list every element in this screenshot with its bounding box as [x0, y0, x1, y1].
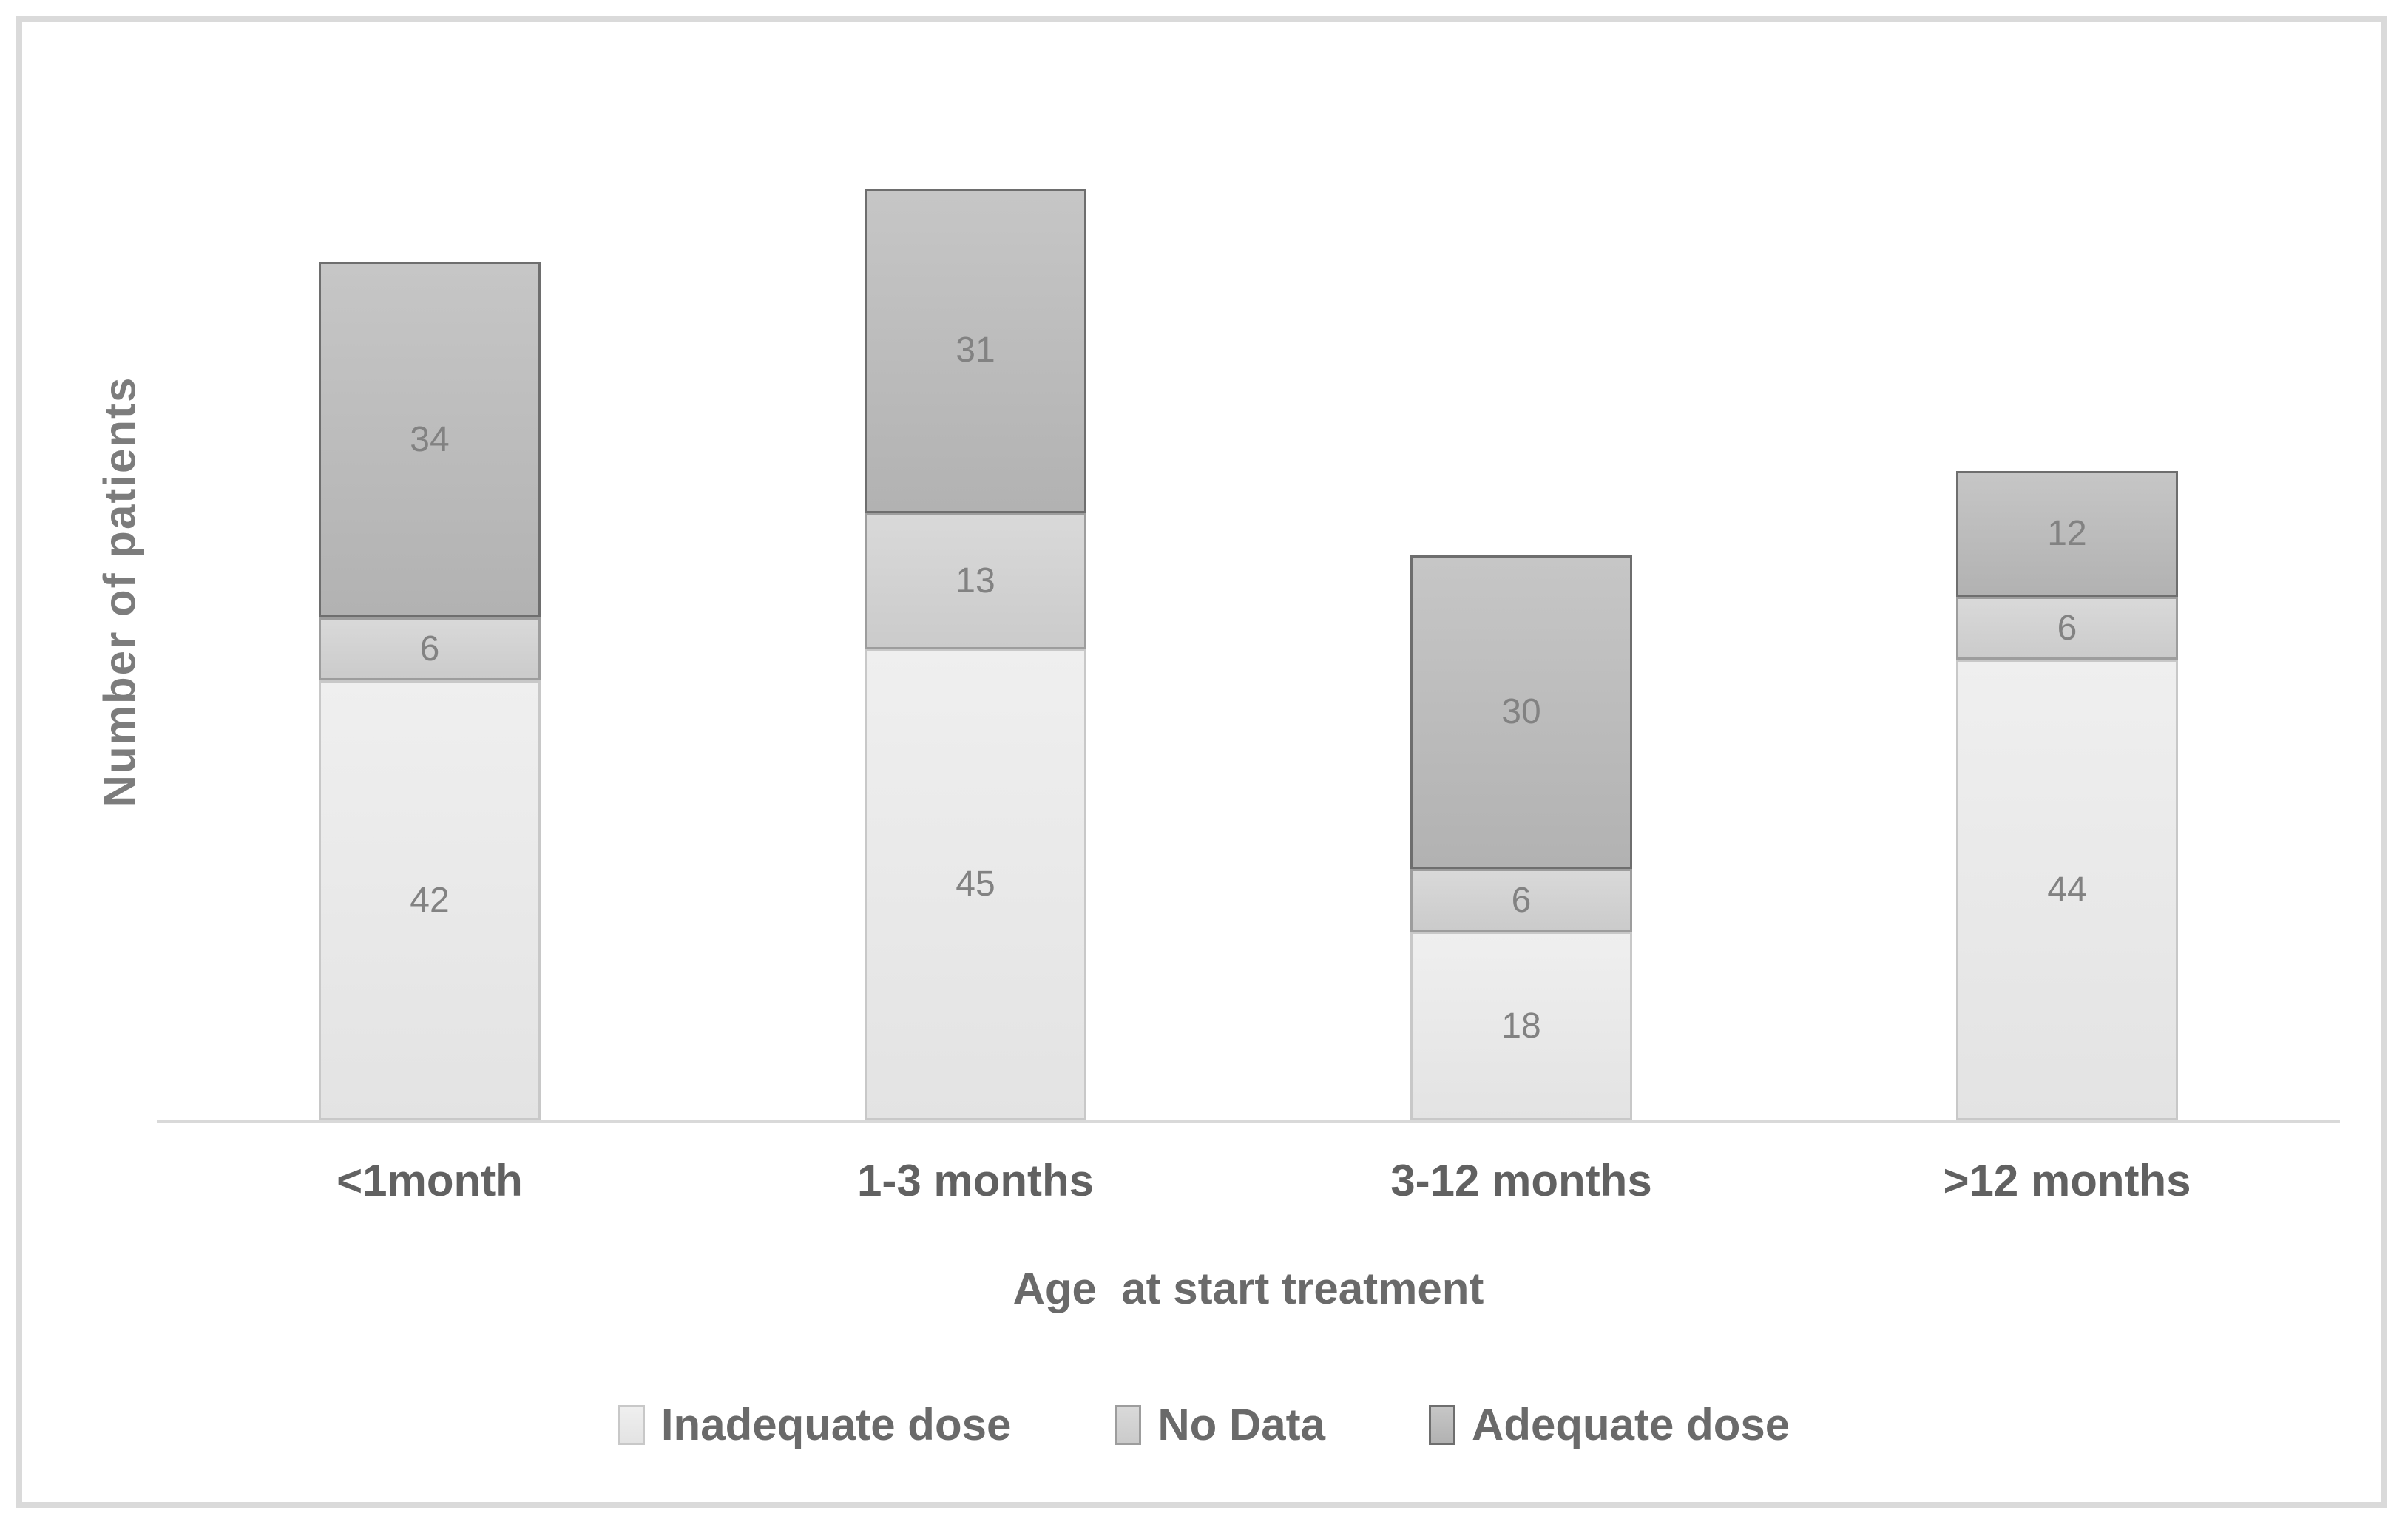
legend: Inadequate dose No Data Adequate dose [0, 1399, 2408, 1450]
bar-segment: 42 [319, 680, 541, 1120]
bar-stack: 34 6 42 [319, 262, 541, 1120]
plot-area: 34 6 42 31 13 45 30 6 18 12 6 44 [157, 189, 2340, 1123]
bar-segment: 13 [865, 512, 1086, 649]
x-tick-label: 1-3 months [856, 1156, 1095, 1205]
bar-segment: 30 [1410, 555, 1632, 870]
legend-label: Adequate dose [1472, 1400, 1790, 1449]
x-tick-label: >12 months [1943, 1156, 2191, 1205]
bar-column: 34 6 42 [157, 189, 703, 1120]
bar-segment: 31 [865, 189, 1086, 513]
bar-segment-label: 12 [2047, 514, 2087, 554]
legend-item: No Data [1115, 1399, 1325, 1450]
bar-segment-label: 44 [2047, 870, 2087, 910]
bar-segment: 34 [319, 262, 541, 618]
bar-segment-label: 34 [410, 419, 450, 459]
bar-segment-label: 45 [956, 864, 995, 904]
bar-stack: 30 6 18 [1410, 555, 1632, 1120]
bar-segment: 45 [865, 649, 1086, 1120]
bar-segment-label: 42 [410, 880, 450, 920]
bar-stack: 31 13 45 [865, 189, 1086, 1120]
x-axis-title: Age at start treatment [1012, 1264, 1484, 1313]
bar-column: 30 6 18 [1248, 189, 1794, 1120]
legend-item: Adequate dose [1429, 1399, 1790, 1450]
bar-segment: 44 [1956, 660, 2178, 1120]
bar-stack: 12 6 44 [1956, 471, 2178, 1120]
legend-label: Inadequate dose [660, 1400, 1012, 1449]
bar-segment: 18 [1410, 932, 1632, 1120]
bar-segment: 6 [319, 617, 541, 681]
bar-column: 31 13 45 [703, 189, 1248, 1120]
bar-segment-label: 31 [956, 331, 995, 370]
bar-segment-label: 6 [1511, 880, 1532, 920]
legend-swatch-icon [1115, 1404, 1142, 1445]
bar-segment: 6 [1410, 869, 1632, 932]
x-axis-tick-labels: <1month 1-3 months 3-12 months >12 months [157, 1155, 2340, 1206]
bar-segment-label: 6 [419, 629, 440, 668]
bar-segment: 12 [1956, 471, 2178, 598]
y-axis-title: Number of patients [95, 376, 145, 808]
legend-swatch-icon [1429, 1404, 1456, 1445]
bar-segment-label: 30 [1501, 691, 1541, 731]
x-tick-label: 3-12 months [1390, 1156, 1652, 1205]
bar-segment: 6 [1956, 597, 2178, 660]
bar-segment-label: 6 [2057, 608, 2077, 648]
bar-segment-label: 13 [956, 561, 995, 600]
bar-column: 12 6 44 [1794, 189, 2340, 1120]
bar-segment-label: 18 [1501, 1006, 1541, 1046]
x-tick-label: <1month [336, 1156, 523, 1205]
legend-item: Inadequate dose [618, 1399, 1011, 1450]
legend-label: No Data [1157, 1400, 1326, 1449]
legend-swatch-icon [618, 1404, 645, 1445]
